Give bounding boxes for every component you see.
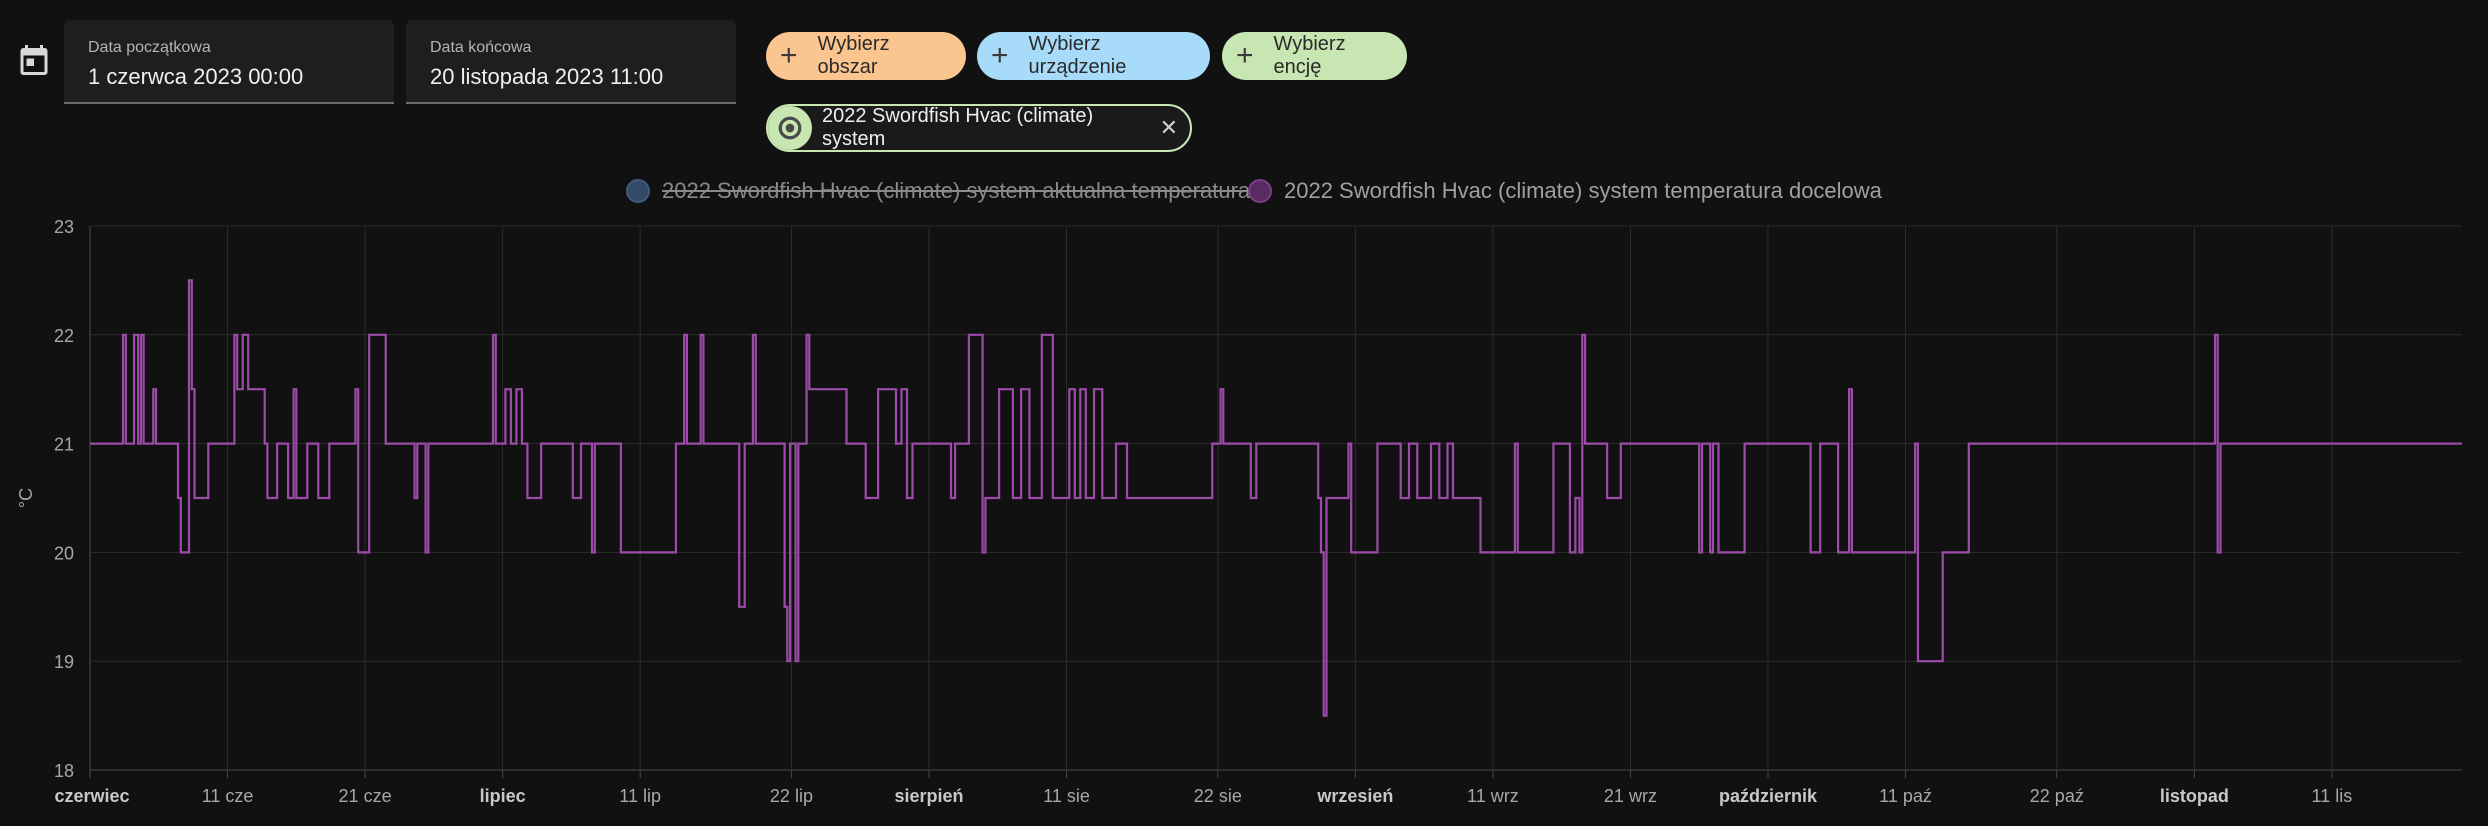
x-tick-label: 21 wrz — [1604, 786, 1657, 806]
x-tick-label: 11 paź — [1879, 786, 1932, 806]
legend-item-target-temperature[interactable]: 2022 Swordfish Hvac (climate) system tem… — [1248, 176, 1882, 206]
x-tick-label: listopad — [2160, 786, 2229, 806]
close-icon[interactable]: ✕ — [1159, 115, 1178, 140]
series-layer — [90, 279, 2462, 717]
x-tick-label: czerwiec — [54, 786, 129, 806]
y-tick-label: 21 — [54, 435, 74, 455]
plus-icon: + — [991, 39, 1009, 72]
y-axis-label: °C — [16, 488, 36, 508]
x-tick-label: 11 sie — [1043, 786, 1090, 806]
plus-icon: + — [780, 39, 798, 72]
series-line-target-temperature — [90, 279, 2462, 717]
start-date-value: 1 czerwca 2023 00:00 — [88, 64, 304, 89]
legend-swatch — [1248, 179, 1272, 203]
start-date-label: Data początkowa — [88, 39, 211, 56]
x-axis-ticks: czerwiec 11 cze 21 cze lipiec 11 lip 22 lip si… — [54, 786, 2352, 806]
chart-grid — [89, 225, 2462, 778]
legend-label: 2022 Swordfish Hvac (climate) system tem… — [1284, 178, 1882, 203]
temperature-chart: 23 22 21 20 19 18 czerwiec 11 cze 21 cze lipiec 1… — [16, 217, 2462, 806]
x-tick-label: wrzesień — [1316, 786, 1393, 806]
y-axis-ticks: 23 22 21 20 19 18 — [54, 217, 74, 781]
end-date-field[interactable]: Data końcowa 20 listopada 2023 11:00 — [406, 20, 736, 104]
pick-area-button[interactable]: + Wybierz obszar — [766, 32, 966, 80]
pick-entity-label: Wybierz encję — [1273, 33, 1346, 78]
thermostat-icon — [768, 106, 812, 150]
x-tick-label: 22 lip — [770, 786, 813, 806]
x-tick-label: 11 lis — [2312, 786, 2353, 806]
entity-chip-label: 2022 Swordfish Hvac (climate) system — [822, 105, 1094, 150]
pick-area-label: Wybierz obszar — [817, 33, 890, 78]
y-tick-label: 20 — [54, 543, 74, 563]
entity-chip[interactable]: 2022 Swordfish Hvac (climate) system ✕ — [766, 104, 1192, 152]
pick-entity-button[interactable]: + Wybierz encję — [1222, 32, 1407, 80]
x-tick-label: 22 paź — [2030, 786, 2084, 806]
x-tick-label: 11 wrz — [1467, 786, 1519, 806]
x-tick-label: 21 cze — [339, 786, 392, 806]
y-tick-label: 23 — [54, 217, 74, 237]
x-tick-label: 11 lip — [619, 786, 661, 806]
calendar-icon[interactable] — [16, 42, 52, 78]
legend-swatch — [626, 179, 650, 203]
y-tick-label: 18 — [54, 761, 74, 781]
start-date-field[interactable]: Data początkowa 1 czerwca 2023 00:00 — [64, 20, 394, 104]
x-tick-label: październik — [1719, 786, 1818, 806]
pick-device-label: Wybierz urządzenie — [1028, 33, 1127, 78]
pick-device-button[interactable]: + Wybierz urządzenie — [977, 32, 1210, 80]
end-date-value: 20 listopada 2023 11:00 — [430, 64, 664, 89]
end-date-label: Data końcowa — [430, 39, 532, 56]
plus-icon: + — [1236, 39, 1254, 72]
x-tick-label: lipiec — [480, 786, 526, 806]
legend-label: 2022 Swordfish Hvac (climate) system akt… — [662, 178, 1251, 203]
x-tick-label: 11 cze — [202, 786, 254, 806]
y-tick-label: 22 — [54, 326, 74, 346]
y-tick-label: 19 — [54, 652, 74, 672]
legend-item-current-temperature[interactable]: 2022 Swordfish Hvac (climate) system akt… — [626, 176, 1250, 206]
x-tick-label: 22 sie — [1194, 786, 1242, 806]
x-tick-label: sierpień — [894, 786, 963, 806]
